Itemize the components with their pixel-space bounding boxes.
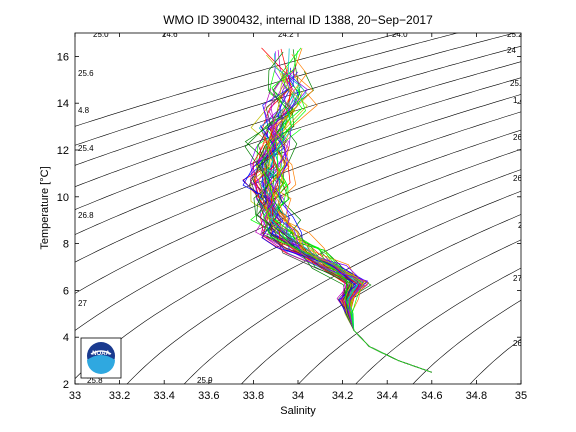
contour-label: 24.0 (392, 30, 408, 39)
noaa-logo: NOAA (80, 337, 122, 379)
x-tick-label: 34.6 (421, 390, 442, 402)
y-axis-ticks: 2 4 6 8 10 12 14 16 (57, 51, 521, 391)
x-tick-label: 33.4 (153, 390, 174, 402)
contour-label: 26.4 (513, 174, 529, 183)
y-tick-label: 14 (57, 98, 69, 110)
contour-label: 27.2 (518, 221, 534, 230)
contour-label: 24.2 (278, 30, 294, 39)
density-contour (75, 148, 521, 380)
profile-lines (242, 47, 432, 373)
density-contour (75, 94, 521, 263)
contour-label: 25.7 (510, 79, 526, 88)
contour-label: 25.6 (78, 69, 94, 78)
y-tick-label: 6 (63, 285, 69, 297)
density-contour (493, 349, 565, 430)
x-tick-label: 33.2 (109, 390, 130, 402)
y-tick-label: 10 (57, 192, 69, 204)
profile-line (267, 70, 432, 373)
y-tick-label: 8 (63, 239, 69, 251)
contour-label: 27.6 (513, 274, 529, 283)
density-contour (412, 299, 521, 384)
x-tick-label: 33.8 (243, 390, 264, 402)
density-contours (75, 33, 566, 430)
x-axis-ticks: 33 33.2 33.4 33.6 33.8 34 34.2 34.4 34.6 34.8 35 (69, 33, 527, 402)
density-contour-labels: 25.0 24.6 24.2 24.0 25.2 24 25.6 25.7 1.4 4.8 25.4… (78, 30, 534, 385)
contour-label: 1.4 (513, 96, 525, 105)
contour-label: 25.8 (87, 376, 103, 385)
profile-line (262, 143, 432, 373)
contour-label: 25.2 (507, 30, 523, 39)
contour-label: 25.4 (78, 144, 94, 153)
x-tick-label: 33.6 (198, 390, 219, 402)
x-tick-label: 34.8 (466, 390, 487, 402)
x-tick-label: 35 (515, 390, 527, 402)
contour-label: 24 (507, 46, 516, 55)
contour-label: 27 (78, 299, 87, 308)
y-tick-label: 2 (63, 379, 69, 391)
density-contour (551, 406, 566, 428)
x-tick-label: 34 (292, 390, 304, 402)
density-contour (469, 338, 521, 384)
profile-line (255, 146, 432, 373)
svg-text:NOAA: NOAA (92, 351, 110, 357)
y-tick-label: 12 (57, 145, 69, 157)
profile-line (259, 50, 432, 373)
contour-label: 4.8 (78, 106, 90, 115)
density-contour (355, 267, 521, 384)
density-contour (241, 214, 521, 384)
chart-title: WMO ID 3900432, internal ID 1388, 20−Sep… (163, 13, 433, 27)
contour-label: 25.0 (93, 30, 109, 39)
y-tick-label: 4 (63, 332, 69, 344)
density-contour (75, 33, 459, 146)
x-tick-label: 33 (69, 390, 81, 402)
y-tick-label: 16 (57, 51, 69, 63)
x-tick-label: 34.4 (376, 390, 397, 402)
profile-line (264, 49, 432, 373)
x-axis-label: Salinity (280, 405, 316, 417)
profile-line (263, 92, 432, 373)
density-contour (126, 169, 521, 384)
profile-line (268, 73, 432, 373)
contour-label: 26.8 (78, 211, 94, 220)
density-contour (183, 190, 521, 384)
contour-label: 26 (513, 339, 522, 348)
y-axis-label: Temperature [°C] (39, 166, 51, 249)
contour-label: 26 (513, 133, 522, 142)
contour-label: 25.9 (197, 376, 213, 385)
x-tick-label: 34.2 (332, 390, 353, 402)
contour-label: 24.6 (162, 30, 178, 39)
density-contour (298, 239, 521, 384)
